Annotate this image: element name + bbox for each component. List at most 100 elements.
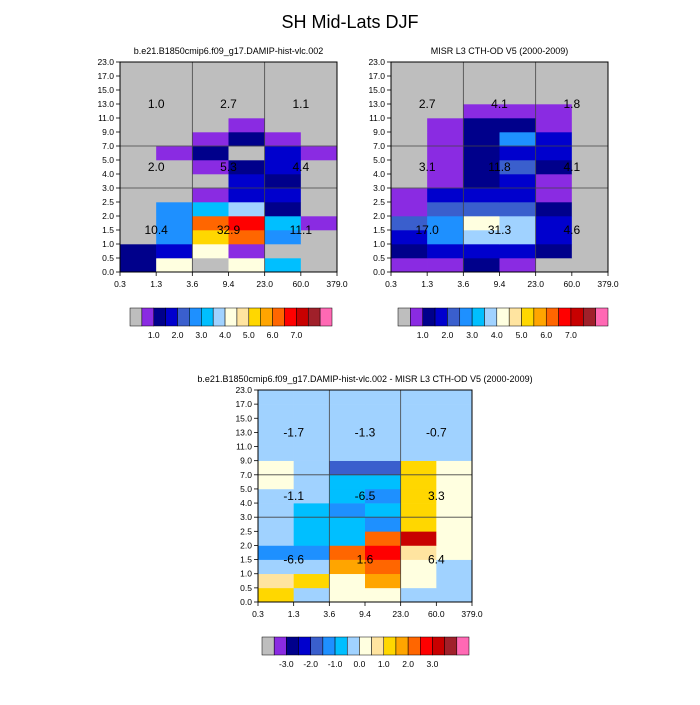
- colorbar-swatch: [471, 307, 485, 327]
- heatmap-cell: [264, 90, 302, 105]
- colorbar: 1.0 2.0 3.0 4.0 5.0 6.0 7.0: [397, 307, 609, 340]
- heatmap-cell: [228, 160, 265, 175]
- heatmap-cell: [535, 104, 573, 119]
- heatmap-cell: [499, 76, 536, 91]
- colorbar-swatch: [260, 307, 273, 327]
- heatmap-cell: [120, 244, 157, 259]
- y-tick-label: 7.0: [373, 141, 385, 151]
- heatmap-cell: [436, 587, 473, 603]
- heatmap-cell: [329, 573, 366, 589]
- colorbar-swatch: [177, 307, 190, 327]
- x-tick-label: 60.0: [564, 279, 581, 289]
- heatmap-cell: [293, 488, 330, 504]
- y-tick-label: 13.0: [235, 427, 252, 437]
- colorbar-label: 1.0: [148, 330, 160, 340]
- heatmap-cell: [400, 531, 437, 546]
- heatmap-cell: [228, 62, 265, 77]
- x-tick-label: 23.0: [256, 279, 273, 289]
- heatmap-cell: [427, 76, 464, 91]
- heatmap-cell: [571, 174, 609, 189]
- heatmap-cell: [391, 118, 428, 133]
- cell-annotation: 11.1: [290, 223, 313, 237]
- heatmap-cell: [391, 160, 428, 175]
- heatmap-cell: [463, 160, 500, 175]
- panels: b.e21.B1850cmip6.f09_g17.DAMIP-hist-vlc.…: [97, 46, 618, 669]
- heatmap-cell: [120, 174, 157, 189]
- heatmap-cell: [156, 90, 193, 105]
- heatmap-cell: [192, 62, 229, 77]
- cell-annotation: 1.0: [148, 97, 165, 111]
- heatmap-cell: [571, 76, 609, 91]
- heatmap-cell: [258, 559, 294, 575]
- colorbar-label: 6.0: [540, 330, 552, 340]
- heatmap-cell: [228, 76, 265, 91]
- colorbar-swatch: [359, 636, 372, 656]
- heatmap-cell: [499, 174, 536, 189]
- y-tick-label: 9.0: [373, 127, 385, 137]
- heatmap-cell: [499, 244, 536, 259]
- x-tick-label: 379.0: [461, 609, 483, 619]
- colorbar-swatch: [545, 307, 559, 327]
- cell-annotation: -6.6: [283, 553, 304, 567]
- x-tick-label: 1.3: [150, 279, 162, 289]
- heatmap-cell: [391, 62, 428, 77]
- heatmap-cell: [535, 216, 573, 231]
- cell-annotation: 17.0: [415, 223, 439, 237]
- heatmap-cell: [228, 174, 265, 189]
- colorbar-label: 2.0: [441, 330, 453, 340]
- heatmap-cell: [156, 244, 193, 259]
- colorbar-swatch: [583, 307, 596, 327]
- heatmap-cell: [156, 188, 193, 203]
- colorbar-swatch: [310, 636, 324, 656]
- heatmap-cell: [300, 216, 338, 231]
- heatmap-cell: [120, 230, 157, 245]
- heatmap-cell: [228, 216, 265, 231]
- colorbar-swatch: [334, 636, 348, 656]
- colorbar-swatch: [189, 307, 202, 327]
- heatmap-cell: [264, 76, 302, 91]
- heatmap-cell: [427, 202, 464, 217]
- heatmap-cell: [329, 488, 366, 504]
- heatmap-cell: [463, 216, 500, 231]
- heatmap-cell: [391, 76, 428, 91]
- heatmap-cell: [427, 118, 464, 133]
- heatmap-cell: [264, 62, 302, 77]
- heatmap-cell: [365, 587, 401, 603]
- cell-annotation: 31.3: [488, 223, 512, 237]
- colorbar-label: -2.0: [303, 659, 318, 669]
- heatmap-cell: [264, 160, 302, 175]
- heatmap-cell: [463, 146, 500, 161]
- y-tick-label: 3.0: [373, 183, 385, 193]
- heatmap-cell: [535, 62, 573, 77]
- colorbar-swatch: [558, 307, 572, 327]
- heatmap-cell: [300, 230, 338, 245]
- heatmap-cell: [156, 202, 193, 217]
- heatmap-cell: [156, 230, 193, 245]
- heatmap-cell: [436, 517, 473, 532]
- heatmap-cell: [571, 104, 609, 119]
- heatmap-cell: [228, 118, 265, 133]
- heatmap-cell: [571, 244, 609, 259]
- colorbar-swatch: [307, 307, 321, 327]
- x-tick-label: 60.0: [293, 279, 310, 289]
- cell-annotation: 1.6: [357, 553, 374, 567]
- heatmap-cell: [258, 531, 294, 546]
- colorbar-swatch: [319, 307, 333, 327]
- heatmap-cell: [264, 188, 302, 203]
- colorbar-label: 4.0: [491, 330, 503, 340]
- heatmap-cell: [293, 474, 330, 490]
- x-tick-label: 3.6: [457, 279, 469, 289]
- heatmap-cell: [264, 174, 302, 189]
- y-tick-label: 5.0: [102, 155, 114, 165]
- heatmap-cell: [391, 202, 428, 217]
- main-title: SH Mid-Lats DJF: [281, 12, 418, 32]
- y-tick-label: 1.5: [240, 555, 252, 565]
- y-tick-label: 15.0: [235, 413, 252, 423]
- heatmap-cell: [499, 104, 536, 119]
- heatmap-cell: [391, 244, 428, 259]
- y-tick-label: 0.0: [102, 267, 114, 277]
- heatmap-cell: [463, 174, 500, 189]
- colorbar-label: 2.0: [172, 330, 184, 340]
- heatmap-cell: [463, 104, 500, 119]
- heatmap-cell: [365, 573, 401, 589]
